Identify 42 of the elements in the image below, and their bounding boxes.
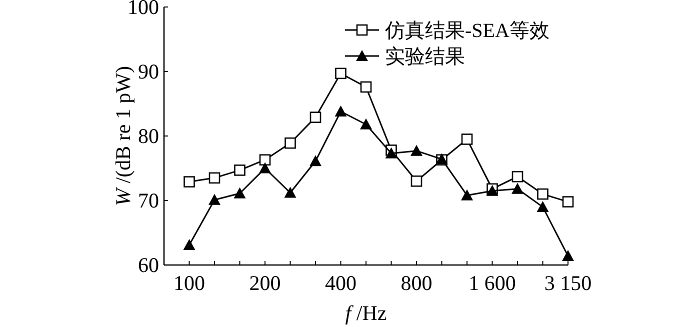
- y-axis-title: W /(dB re 1 pW): [111, 66, 135, 206]
- x-axis-title: f /Hz: [345, 301, 387, 325]
- point: [183, 239, 196, 250]
- point: [410, 176, 422, 187]
- point: [562, 250, 574, 261]
- x-tick-label: 1 600: [468, 271, 516, 295]
- point: [284, 137, 296, 149]
- point: [184, 176, 195, 188]
- y-tick-label: 60: [138, 253, 159, 277]
- point: [208, 194, 220, 205]
- point: [410, 144, 422, 156]
- y-tick-label: 80: [138, 124, 159, 148]
- point: [234, 187, 246, 198]
- x-tick-label: 400: [325, 271, 356, 295]
- legend-label: 实验结果: [385, 46, 465, 68]
- x-tick-label: 800: [400, 271, 432, 295]
- x-tick-label: 200: [249, 271, 281, 295]
- legend-label: 仿真结果-SEA等效: [384, 20, 550, 42]
- point: [259, 162, 271, 174]
- y-tick-label: 90: [138, 60, 159, 84]
- point: [335, 68, 346, 80]
- point: [310, 155, 322, 166]
- point: [537, 188, 548, 200]
- point: [360, 81, 372, 93]
- point: [461, 134, 473, 145]
- point: [310, 112, 322, 123]
- x-tick-label: 3 150: [544, 271, 592, 295]
- point: [385, 147, 398, 158]
- point: [208, 172, 220, 184]
- point: [360, 118, 372, 130]
- point: [284, 186, 296, 198]
- point: [259, 154, 271, 166]
- point: [512, 182, 524, 194]
- point: [334, 105, 347, 116]
- x-tick-label: 100: [174, 271, 205, 295]
- y-tick-label: 100: [128, 0, 159, 19]
- point: [234, 164, 246, 176]
- y-tick-label: 70: [138, 188, 159, 212]
- point: [512, 170, 524, 182]
- point: [562, 196, 574, 208]
- point: [461, 189, 473, 200]
- point: [536, 200, 549, 212]
